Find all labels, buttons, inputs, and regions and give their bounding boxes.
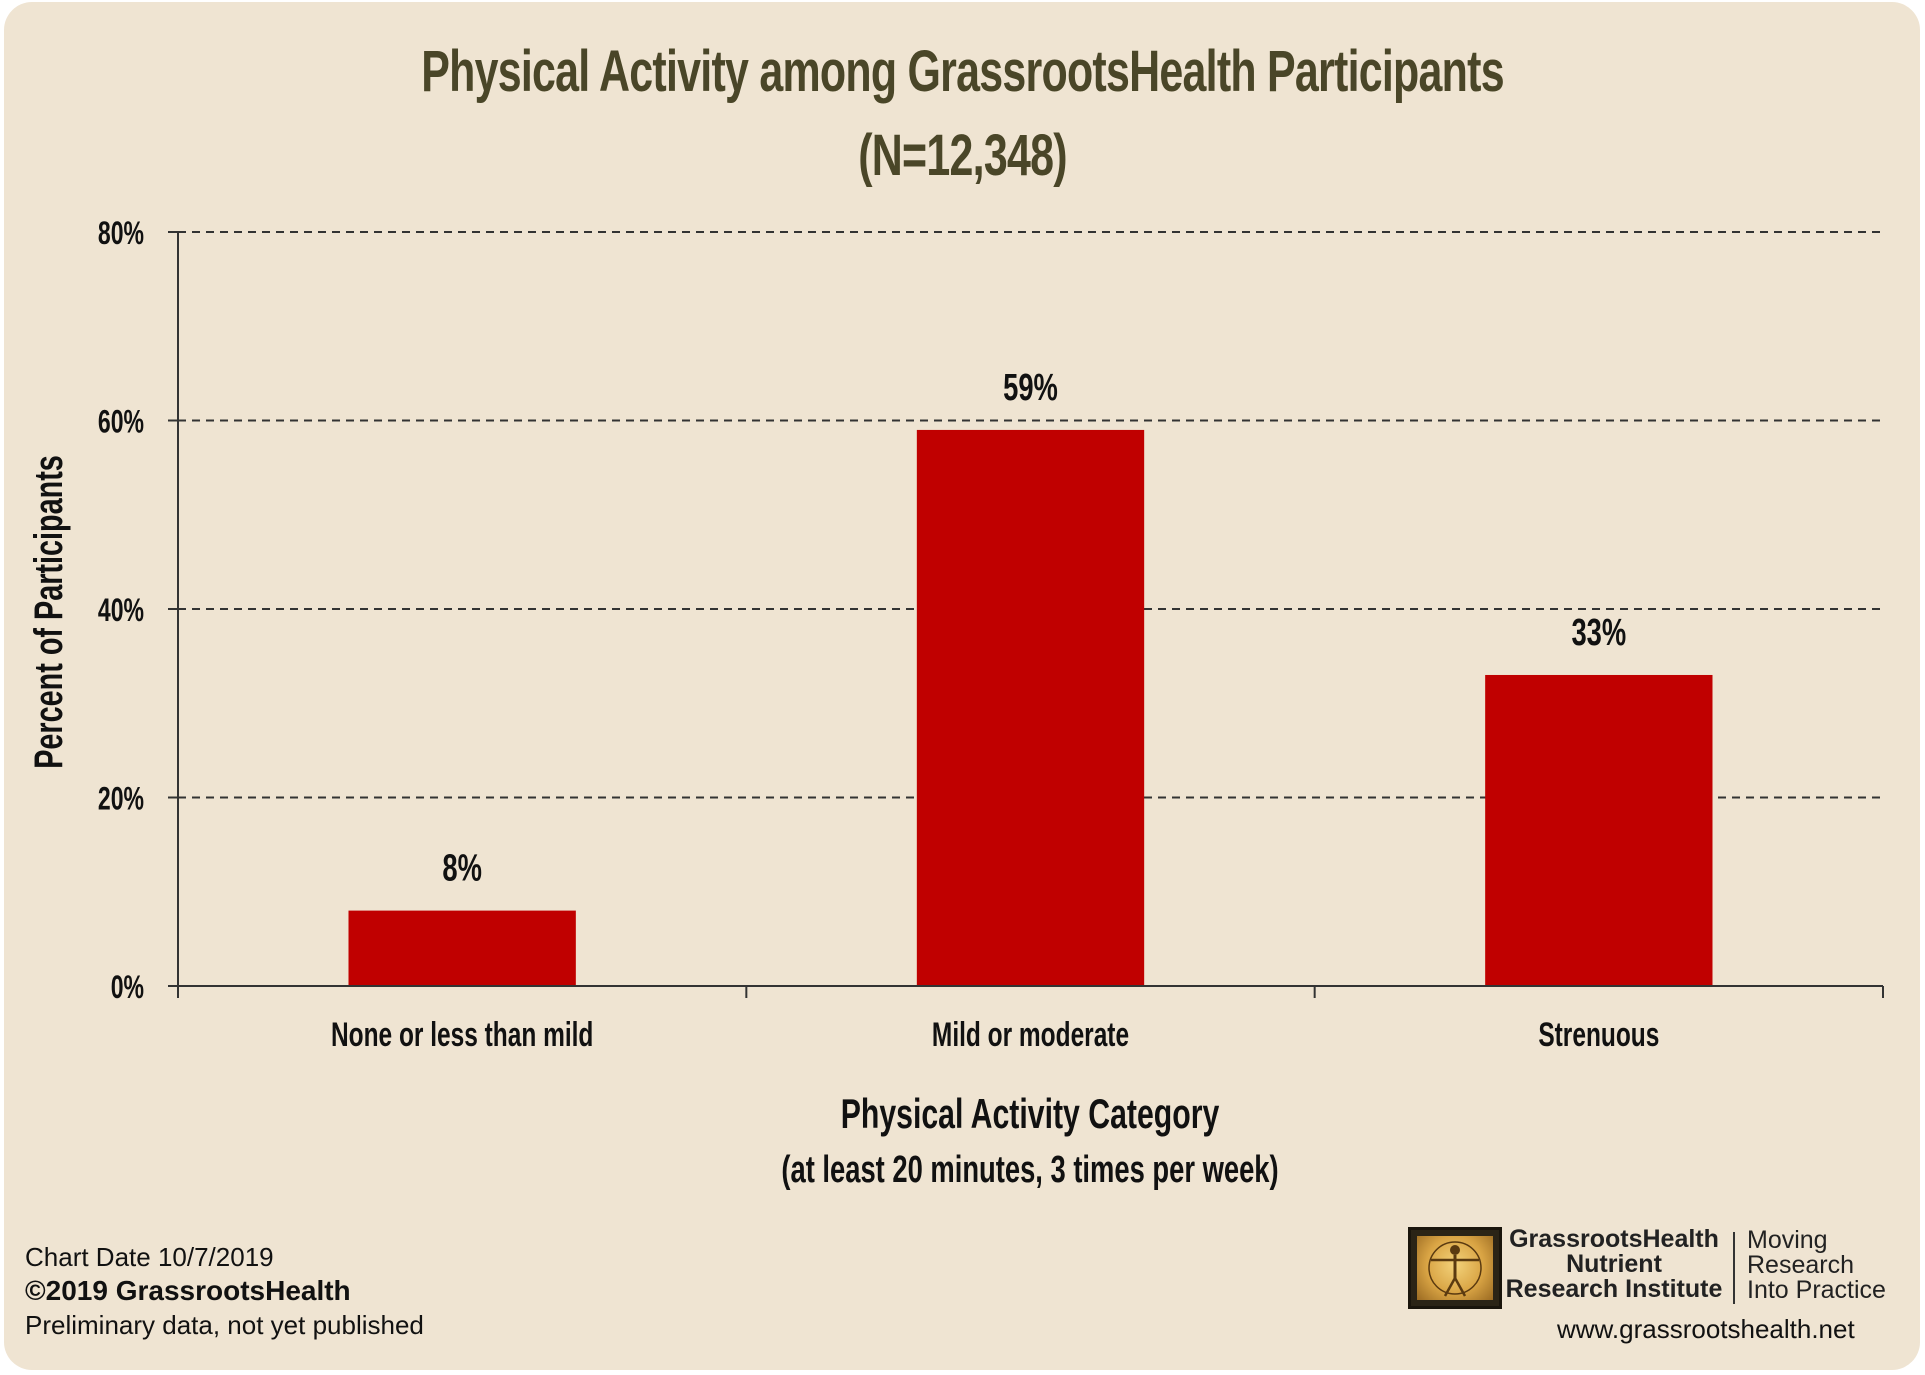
x-category-labels: None or less than mild Mild or moderate St… <box>331 1016 1659 1054</box>
chart-background: Physical Activity among GrassrootsHealth… <box>4 2 1920 1370</box>
bar <box>348 910 576 986</box>
y-tick-label: 60% <box>98 404 144 440</box>
data-label: 33% <box>1571 612 1626 654</box>
chart-date: Chart Date 10/7/2019 <box>25 1242 274 1272</box>
chart-title: Physical Activity among GrassrootsHealth… <box>421 39 1504 104</box>
publication-note: Preliminary data, not yet published <box>25 1310 424 1340</box>
copyright: ©2019 GrassrootsHealth <box>25 1275 351 1306</box>
tagline: Moving Research Into Practice <box>1747 1228 1886 1303</box>
x-category-label: Strenuous <box>1538 1016 1659 1054</box>
bar-chart: 0% 20% 40% 60% 80% None or less than mild Mil… <box>26 215 1884 1191</box>
x-axis-title: Physical Activity Category <box>841 1090 1220 1137</box>
y-tick-label: 80% <box>98 215 144 251</box>
y-tick-labels: 0% 20% 40% 60% 80% <box>98 215 144 1005</box>
data-labels: 8% 59% 33% <box>442 367 1626 890</box>
x-category-label: None or less than mild <box>331 1016 593 1054</box>
x-axis-subtitle: (at least 20 minutes, 3 times per week) <box>781 1149 1278 1191</box>
data-label: 59% <box>1003 367 1058 409</box>
y-tick-label: 0% <box>111 969 144 1005</box>
vitruvian-logo-icon <box>1408 1227 1502 1309</box>
org-line-3: Research Institute <box>1505 1275 1723 1303</box>
organization-name: GrassrootsHealth Nutrient Research Insti… <box>1504 1227 1724 1302</box>
bars <box>348 429 1713 986</box>
y-tick-label: 40% <box>98 592 144 628</box>
y-tick-label: 20% <box>98 781 144 817</box>
org-line-2: Nutrient <box>1566 1250 1662 1278</box>
org-line-1: GrassrootsHealth <box>1509 1225 1719 1253</box>
tagline-line-2: Research <box>1747 1251 1854 1279</box>
axes <box>177 232 1884 998</box>
chart-footer: Chart Date 10/7/2019 ©2019 GrassrootsHea… <box>25 1240 424 1342</box>
bar <box>916 429 1145 986</box>
website-link[interactable]: www.grassrootshealth.net <box>1557 1314 1855 1344</box>
y-axis-title: Percent of Participants <box>26 455 71 769</box>
tagline-line-1: Moving <box>1747 1226 1828 1254</box>
bar <box>1485 674 1713 986</box>
data-label: 8% <box>442 847 482 889</box>
chart-subtitle: (N=12,348) <box>858 123 1067 188</box>
x-category-label: Mild or moderate <box>932 1016 1129 1054</box>
chart-title-block: Physical Activity among GrassrootsHealth… <box>254 30 1672 198</box>
logo-divider <box>1733 1232 1735 1304</box>
tagline-line-3: Into Practice <box>1747 1276 1886 1304</box>
